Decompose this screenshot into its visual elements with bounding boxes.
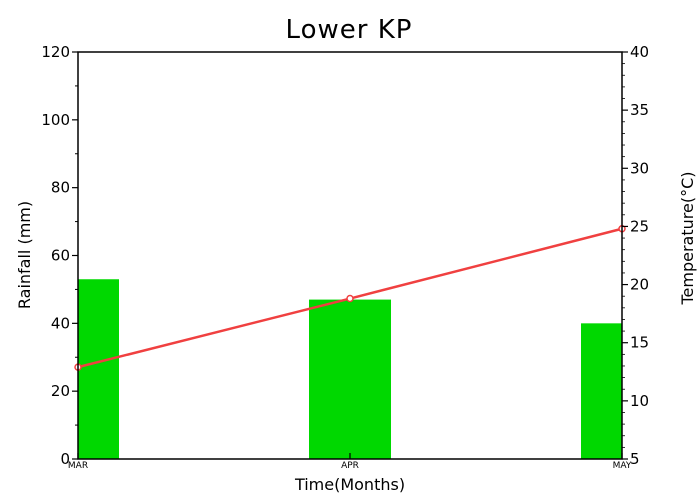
y-tick-label: 120 xyxy=(41,43,70,61)
y2-tick-label: 5 xyxy=(630,450,640,468)
y-tick-label: 40 xyxy=(51,314,70,332)
x-tick-label: MAY xyxy=(613,461,632,471)
x-axis-ticks: MAR APR MAY xyxy=(68,453,632,471)
rainfall-bar-mar xyxy=(78,279,119,459)
y2-tick-label: 10 xyxy=(630,392,649,410)
y-tick-label: 0 xyxy=(60,450,70,468)
right-axis-ticks: 5 10 15 20 25 30 35 40 xyxy=(622,43,649,468)
x-tick-label: MAR xyxy=(68,461,88,471)
rainfall-bars xyxy=(78,279,622,459)
y2-tick-label: 35 xyxy=(630,101,649,119)
y-axis-label: Rainfall (mm) xyxy=(15,201,34,309)
y-tick-label: 80 xyxy=(51,179,70,197)
y2-tick-label: 25 xyxy=(630,217,649,235)
left-axis-ticks: 0 20 40 60 80 100 120 xyxy=(41,43,78,468)
rainfall-bar-may xyxy=(581,323,622,459)
x-tick-label: APR xyxy=(341,461,359,471)
chart-title: Lower KP xyxy=(286,15,413,45)
y-tick-label: 100 xyxy=(41,111,70,129)
y-tick-label: 20 xyxy=(51,382,70,400)
y2-axis-label: Temperature(°C) xyxy=(678,171,697,305)
y2-tick-label: 20 xyxy=(630,276,649,294)
y-tick-label: 60 xyxy=(51,247,70,265)
y2-tick-label: 30 xyxy=(630,159,649,177)
y2-tick-label: 40 xyxy=(630,43,649,61)
temperature-point-apr xyxy=(346,294,354,303)
rainfall-bar-apr xyxy=(309,299,391,459)
x-axis-label: Time(Months) xyxy=(294,475,405,494)
y2-tick-label: 15 xyxy=(630,334,649,352)
